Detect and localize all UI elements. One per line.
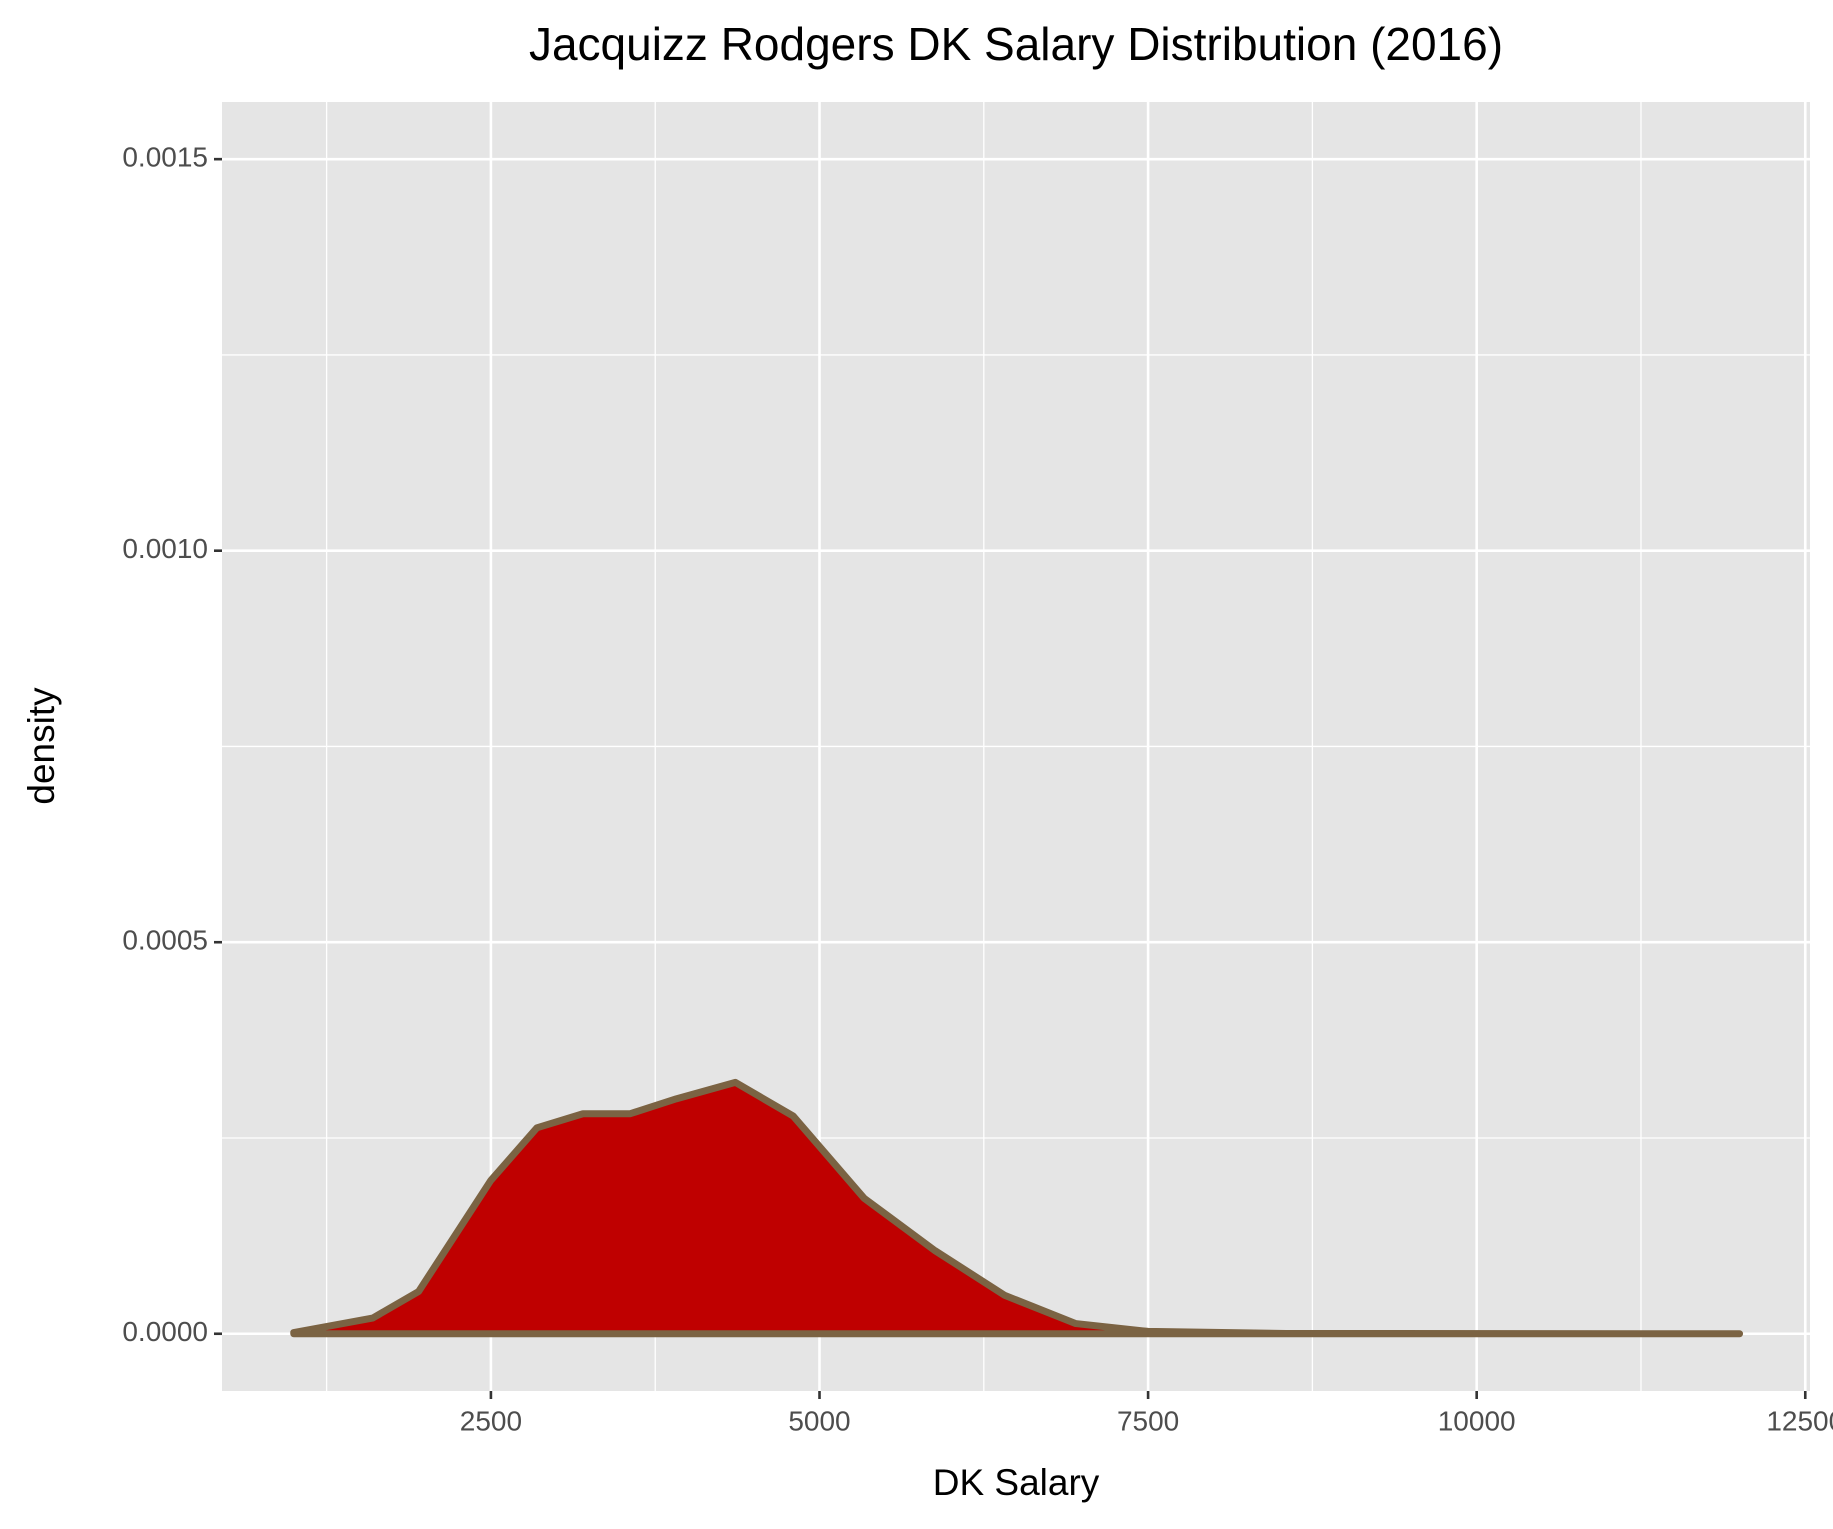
x-tick-label: 10000: [1438, 1405, 1516, 1436]
y-tick-label: 0.0015: [122, 142, 208, 173]
y-tick-label: 0.0000: [122, 1316, 208, 1347]
y-axis-label: density: [21, 687, 62, 805]
x-axis-label: DK Salary: [933, 1462, 1100, 1503]
x-tick-label: 2500: [460, 1405, 522, 1436]
density-area: [290, 1078, 1744, 1338]
y-tick-label: 0.0010: [122, 533, 208, 564]
chart-title: Jacquizz Rodgers DK Salary Distribution …: [529, 18, 1503, 70]
x-tick-label: 7500: [1117, 1405, 1179, 1436]
y-tick-label: 0.0005: [122, 925, 208, 956]
x-tick-label: 5000: [788, 1405, 850, 1436]
